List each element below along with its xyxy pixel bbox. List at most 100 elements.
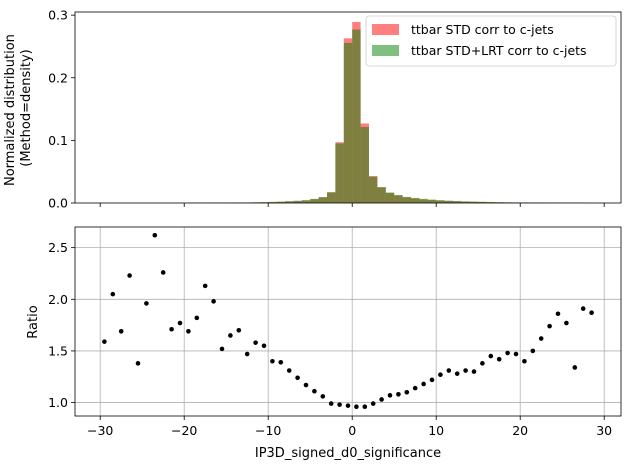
ratio-point (447, 368, 452, 373)
ratio-point (321, 394, 326, 399)
x-tick-label: 0 (348, 423, 356, 438)
ratio-point (472, 369, 477, 374)
ratio-point (279, 360, 284, 365)
ratio-point (186, 329, 191, 334)
ratio-point (388, 393, 393, 398)
ratio-point (505, 351, 510, 356)
ratio-point (547, 324, 552, 329)
y-tick-label: 2.5 (48, 240, 68, 255)
ratio-point (144, 301, 149, 306)
x-tick-label: −10 (255, 423, 281, 438)
histogram-bar (386, 192, 394, 203)
ratio-point (589, 310, 594, 315)
x-tick-label: 10 (428, 423, 444, 438)
ratio-point (354, 404, 359, 409)
ratio-point (564, 321, 569, 326)
ratio-point (539, 336, 544, 341)
ratio-point (287, 368, 292, 373)
ratio-point (497, 357, 502, 362)
ratio-point (379, 397, 384, 402)
ratio-point (127, 273, 132, 278)
ratio-point (480, 361, 485, 366)
ratio-point (556, 311, 561, 316)
y-tick-label: 1.0 (48, 395, 68, 410)
histogram-bar (419, 199, 427, 203)
y-tick-label: 2.0 (48, 292, 68, 307)
histogram-bar (436, 200, 444, 203)
ratio-point (195, 316, 200, 321)
ratio-point (270, 359, 275, 364)
ratio-point (312, 389, 317, 394)
histogram-bar (335, 143, 343, 203)
ratio-point (463, 368, 468, 373)
ratio-point (161, 270, 166, 275)
ratio-point (405, 390, 410, 395)
ratio-point (531, 349, 536, 354)
x-tick-label: −30 (87, 423, 113, 438)
histogram-bar (310, 199, 318, 203)
ratio-point (363, 404, 368, 409)
histogram-bar (302, 200, 310, 203)
histogram-bar (403, 197, 411, 203)
ratio-point (245, 352, 250, 357)
ratio-point (304, 383, 309, 388)
histogram-bar (428, 200, 436, 203)
ratio-point (430, 378, 435, 383)
ratio-point (111, 292, 116, 297)
ratio-point (337, 402, 342, 407)
ratio-point (413, 386, 418, 391)
legend-label-std-lrt: ttbar STD+LRT corr to c-jets (411, 43, 587, 58)
histogram-bar (394, 195, 402, 203)
ratio-point (203, 284, 208, 289)
x-tick-label: 30 (596, 423, 612, 438)
ratio-point (153, 233, 158, 238)
ratio-point (396, 392, 401, 397)
ratio-point (178, 321, 183, 326)
y-tick-label: 0.2 (48, 70, 68, 85)
ratio-point (438, 372, 443, 377)
y-tick-label: 0.0 (48, 196, 68, 211)
histogram-bar (377, 187, 385, 203)
ratio-point (522, 359, 527, 364)
ratio-point (102, 339, 107, 344)
ratio-point (220, 347, 225, 352)
ratio-point (237, 328, 242, 333)
legend-swatch-std (372, 24, 399, 35)
ratio-point (489, 354, 494, 359)
ratio-point (581, 306, 586, 311)
ratio-point (346, 403, 351, 408)
top-y-axis-label: Normalized distribution (Method=density) (3, 30, 34, 186)
ratio-point (253, 340, 258, 345)
ratio-point (573, 365, 578, 370)
ratio-point (119, 329, 124, 334)
ratio-point (514, 352, 519, 357)
x-axis-label: IP3D_signed_d0_significance (255, 446, 441, 461)
histogram-bar (319, 197, 327, 203)
ratio-point (262, 343, 267, 348)
ratio-point (371, 401, 376, 406)
histogram-bar (411, 198, 419, 203)
histogram-bar (361, 127, 369, 203)
ratio-point (295, 375, 300, 380)
histogram-bar (327, 192, 335, 203)
bottom-y-axis-label: Ratio (26, 305, 41, 338)
ratio-point (329, 401, 334, 406)
histogram-bar (369, 177, 377, 203)
ratio-point (421, 382, 426, 387)
y-tick-label: 0.3 (48, 8, 68, 23)
ratio-point (211, 299, 216, 304)
x-tick-label: 20 (512, 423, 528, 438)
histogram-bar (344, 43, 352, 203)
histogram-bar (352, 30, 360, 203)
ratio-point (136, 361, 141, 366)
x-tick-label: −20 (171, 423, 197, 438)
legend: ttbar STD corr to c-jets ttbar STD+LRT c… (366, 16, 616, 66)
legend-swatch-std-lrt (372, 45, 399, 56)
y-tick-label: 0.1 (48, 133, 68, 148)
legend-label-std: ttbar STD corr to c-jets (411, 22, 554, 37)
ratio-point (455, 371, 460, 376)
ratio-point (169, 327, 174, 332)
ratio-point (228, 333, 233, 338)
y-tick-label: 1.5 (48, 343, 68, 358)
